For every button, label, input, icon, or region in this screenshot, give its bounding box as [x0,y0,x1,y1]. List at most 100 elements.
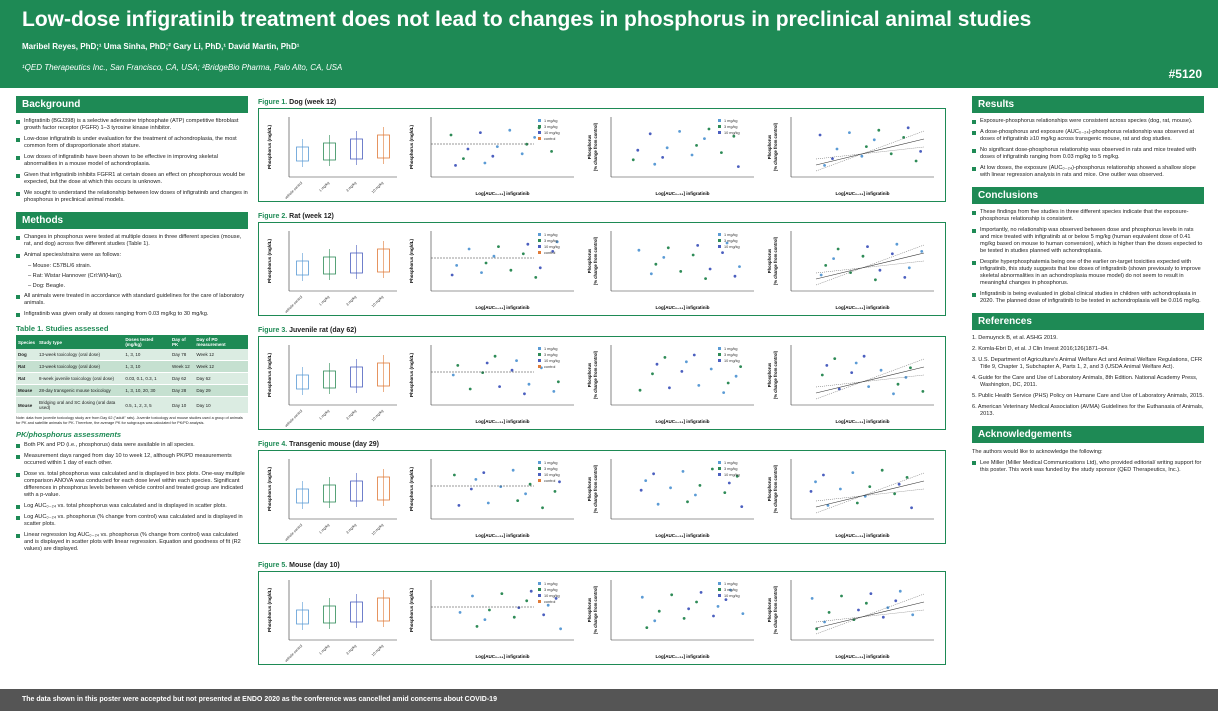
data-point [734,374,738,378]
legend-swatch [538,600,541,603]
table-row: Rat 13-week toxicology (oral dose) 1, 3,… [16,360,248,373]
data-point [698,484,702,487]
box [350,138,363,160]
data-point [456,364,460,367]
ci-upper [815,130,925,172]
data-point [810,597,814,600]
box [377,134,390,159]
background-bullet: Low doses of infigratinib have been show… [16,154,248,168]
data-point [708,267,712,271]
legend-label: 3 mg/kg [544,353,558,357]
ci-lower [815,260,925,274]
box [296,260,309,276]
tick-label: vehicle control [284,181,303,199]
figure-label: Figure 2. [258,213,288,220]
tick-label: 10 mg/kg [371,644,384,657]
box [296,374,309,390]
legend-label: 10 mg/kg [544,131,560,135]
data-point [692,353,696,357]
scatter-plot: Phosphorus (mg/dL) 1 mg/kg 3 mg/kg 10 mg/kg… [409,231,574,310]
y-axis-label: Phosphorus [767,362,772,387]
legend-swatch [718,119,721,122]
legend-swatch [538,479,541,482]
regression-plot: Phosphorus (% change from control) Log[AUC… [767,117,934,196]
data-point [508,128,512,132]
legend-swatch [718,347,721,350]
box [377,476,390,501]
data-point [546,603,550,607]
box-plot: vehicle control 1 mg/kg 3 mg/kg 10 mg/kg Pho… [267,580,397,662]
data-point [890,252,894,256]
tick-label: 3 mg/kg [345,295,357,307]
data-point [631,158,635,162]
data-point [493,354,497,358]
pct-change-plot: Phosphorus (% change from control) 1 mg/kg… [587,231,754,310]
data-point [665,146,669,150]
legend-label: 1 mg/kg [544,119,558,123]
data-point [740,505,744,508]
acknowledgements-intro: The authors would like to acknowledge th… [972,448,1103,455]
methods-sub: – Mouse: C57BL/6 strain. [28,263,92,269]
data-point [458,611,462,614]
data-point [867,385,871,388]
legend-swatch [538,245,541,248]
data-point [480,271,483,274]
table-cell: Dog [16,349,38,361]
data-point [485,361,489,365]
background-bullet: Infigratinib (BGJ398) is a selective ade… [16,118,248,132]
x-axis-label: Log[AUC₀₋₂₄] infigratinib [475,533,529,538]
legend-swatch [718,233,721,236]
data-point [469,487,473,491]
tick-label: 10 mg/kg [371,295,384,308]
y-axis-label: Phosphorus [767,134,772,159]
left-column: Background Infigratinib (BGJ398) is a se… [16,96,248,557]
legend-label: 3 mg/kg [724,239,738,243]
x-axis-label: Log[AUC₀₋₂₄] infigratinib [835,419,889,424]
data-point [707,127,711,131]
legend-swatch [538,119,541,122]
data-point [699,591,703,594]
references-heading: References [972,313,1204,330]
data-point [823,620,826,624]
y-axis-label: Phosphorus (mg/dL) [409,588,414,632]
box-plot: vehicle control 1 mg/kg 3 mg/kg 10 mg/kg Pho… [267,459,397,541]
tick-label: vehicle control [284,409,303,427]
data-point [478,131,482,134]
table-cell: Day 28 [170,384,195,397]
figure-caption: Mouse (day 10) [287,562,340,569]
figure-2: Figure 2. Rat (week 12) vehicle control 1… [258,213,946,316]
data-point [837,387,841,391]
data-point [497,245,500,248]
conclusions-heading: Conclusions [972,187,1204,204]
data-point [826,504,830,507]
legend-label: 1 mg/kg [544,582,558,586]
tick-label: 10 mg/kg [371,181,384,194]
tick-label: vehicle control [284,644,303,662]
data-point [687,607,691,611]
data-point [462,157,465,160]
y-axis-label: Phosphorus (mg/dL) [409,353,414,397]
data-point [823,164,826,167]
pct-change-plot: Phosphorus (% change from control) 1 mg/kg… [587,117,754,196]
table-cell: Week 12 [194,349,248,361]
y-axis-label: (% change from control) [593,122,598,171]
data-point [864,145,868,148]
data-point [721,251,724,254]
data-point [515,359,518,362]
table-header: Doses tested (mg/kg) [123,335,171,349]
data-point [495,145,499,148]
box [323,605,336,624]
data-point [880,468,884,472]
data-point [691,253,695,257]
affiliations: ¹QED Therapeutics Inc., San Francisco, C… [22,63,343,72]
data-point [921,390,925,393]
data-point [820,373,824,377]
data-point [524,492,527,496]
data-point [500,592,504,595]
poster-footer: The data shown in this poster were accep… [0,689,1218,711]
data-point [525,142,529,146]
y-axis-label: (% change from control) [773,585,778,634]
legend-swatch [538,131,541,134]
legend-swatch [538,467,541,470]
data-point [517,606,521,609]
